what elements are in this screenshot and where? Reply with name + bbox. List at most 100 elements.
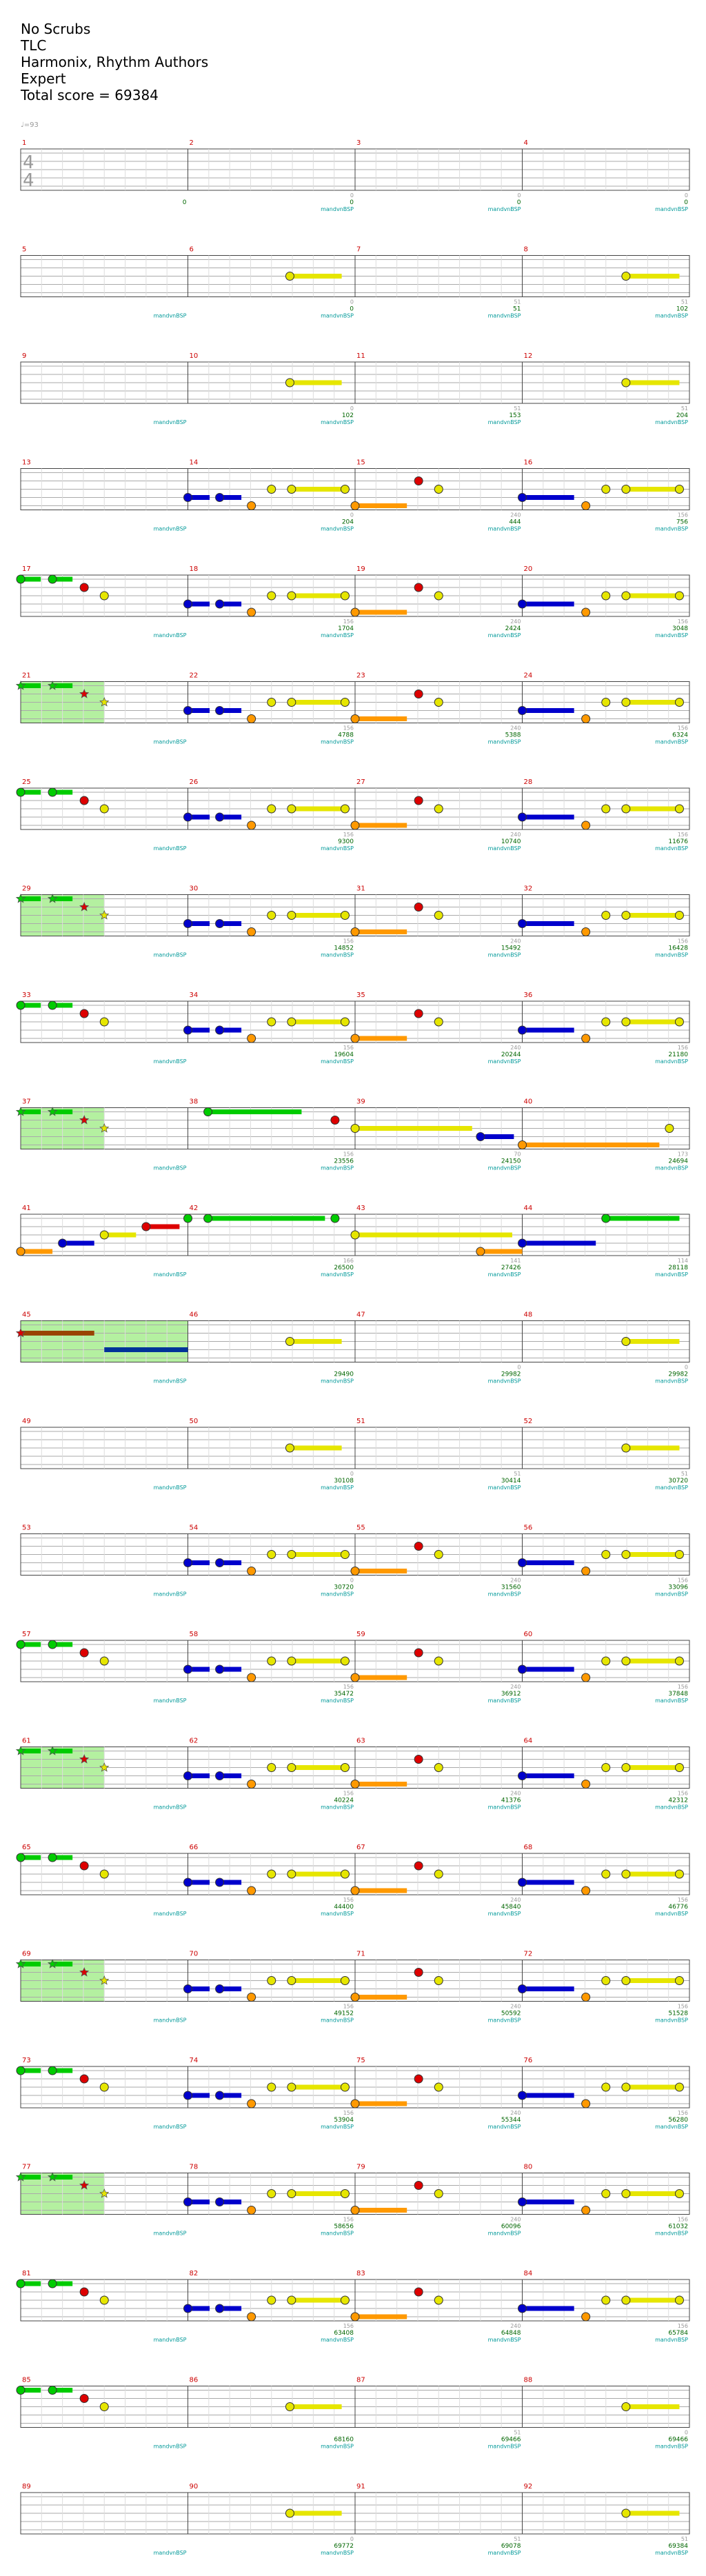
sp-label: mandvnBSP — [154, 1698, 187, 1704]
sustain-tail — [355, 1995, 407, 2000]
sustain-tail — [522, 2093, 574, 2098]
sustain-tail — [188, 1667, 210, 1672]
sustain-tail — [52, 1962, 73, 1966]
measure-score: 0 — [684, 199, 688, 206]
staff — [20, 2492, 690, 2535]
note-gem — [518, 1664, 527, 1674]
note-gem — [601, 698, 611, 707]
measure-score: 30720 — [668, 1478, 688, 1485]
note-gem — [340, 485, 350, 494]
sp-label: mandvnBSP — [321, 1911, 354, 1917]
measure-number: 14 — [190, 459, 199, 467]
measure-score: 756 — [676, 519, 688, 526]
sustain-tail — [219, 921, 242, 926]
notes — [285, 272, 680, 281]
sp-label: mandvnBSP — [655, 845, 688, 852]
measure-score: 15492 — [501, 945, 521, 952]
sp-label: mandvnBSP — [655, 1271, 688, 1278]
measure-score: 56280 — [668, 2117, 688, 2124]
note-gem — [621, 485, 631, 494]
sustain-tail — [219, 1667, 242, 1672]
sustain-tail — [625, 274, 680, 279]
measure-subscore: 156 — [678, 512, 688, 519]
sustain-tail — [290, 2510, 342, 2516]
sp-label: mandvnBSP — [488, 2550, 521, 2556]
measure-score: 19604 — [334, 1051, 354, 1058]
measure-score: 29490 — [334, 1371, 354, 1378]
star-note — [47, 2171, 58, 2182]
measure-score: 46776 — [668, 1904, 688, 1911]
measure-subscore: 156 — [678, 725, 688, 732]
sustain-tail — [188, 2200, 210, 2204]
sp-label: mandvnBSP — [154, 632, 187, 638]
measure-number: 40 — [524, 1098, 533, 1106]
measure-number: 88 — [524, 2377, 533, 2384]
measure-score: 58656 — [334, 2224, 354, 2231]
measure-number: 74 — [190, 2057, 199, 2064]
chart-row: 29mandvnBSP3015614852mandvnBSP3124015492… — [15, 885, 690, 958]
note-gem — [247, 714, 256, 723]
sustain-tail — [625, 1445, 680, 1451]
sp-label: mandvnBSP — [655, 2124, 688, 2130]
sp-label: mandvnBSP — [321, 632, 354, 638]
measure-score: 33096 — [668, 1584, 688, 1591]
measure-number: 36 — [524, 992, 533, 999]
star-note — [15, 1958, 26, 1969]
note-gem — [183, 1771, 192, 1780]
measure-number: 2 — [190, 139, 194, 147]
chart-row: 17mandvnBSP181561704mandvnBSP192402424ma… — [16, 565, 690, 638]
sustain-tail — [625, 1978, 680, 1983]
sp-label: mandvnBSP — [321, 1485, 354, 1491]
sp-label: mandvnBSP — [154, 1911, 187, 1917]
note-gem — [621, 1443, 631, 1453]
chart-row: 45mandvnBSP4629490mandvnBSP47029982mandv… — [15, 1311, 690, 1385]
sp-label: mandvnBSP — [321, 2444, 354, 2450]
sustain-tail — [291, 2297, 345, 2303]
sustain-tail — [104, 1232, 137, 1238]
note-gem — [518, 2197, 527, 2206]
note-gem — [287, 911, 296, 920]
sp-label: mandvnBSP — [655, 1485, 688, 1491]
measure-number: 6 — [190, 246, 194, 254]
chart-row: 37mandvnBSP3815623556mandvnBSP397024150m… — [15, 1098, 690, 1171]
note-gem — [601, 485, 611, 494]
measure-number: 37 — [22, 1098, 31, 1106]
note-gem — [621, 911, 631, 920]
sustain-tail — [291, 1552, 345, 1557]
note-gem — [350, 1673, 360, 1682]
sustain-tail — [522, 1027, 574, 1033]
measure-score: 6324 — [672, 732, 688, 739]
note-gem — [518, 1984, 527, 1993]
sustain-tail — [480, 1249, 523, 1254]
sustain-tail — [355, 2208, 407, 2213]
note-gem — [16, 2386, 26, 2395]
note-gem — [330, 1214, 340, 1223]
measure-subscore: 156 — [343, 832, 354, 838]
sp-label: mandvnBSP — [154, 1591, 187, 1598]
note-gem — [621, 378, 631, 388]
note-gem — [58, 1238, 68, 1248]
note-gem — [215, 493, 225, 502]
measure-subscore: 0 — [517, 192, 521, 199]
notes — [15, 2171, 684, 2215]
note-gem — [215, 1771, 225, 1780]
note-gem — [674, 1017, 684, 1027]
measure-number: 75 — [356, 2057, 365, 2064]
sustain-tail — [219, 495, 242, 500]
notes — [15, 1745, 684, 1789]
measure-number: 60 — [524, 1631, 533, 1638]
sustain-tail — [21, 1642, 41, 1647]
sustain-tail — [522, 1986, 574, 1991]
note-gem — [601, 1656, 611, 1666]
sustain-tail — [355, 929, 407, 934]
sp-label: mandvnBSP — [154, 2017, 187, 2024]
sp-label: mandvnBSP — [655, 1058, 688, 1065]
measure-subscore: 240 — [510, 1897, 521, 1903]
measure-number: 33 — [22, 992, 31, 999]
time-signature-top: 4 — [23, 152, 34, 173]
sustain-tail — [21, 1331, 94, 1336]
measure-subscore: 240 — [510, 1578, 521, 1584]
note-gem — [621, 1976, 631, 1985]
measure-number: 13 — [22, 459, 31, 467]
sustain-tail — [208, 1216, 325, 1221]
